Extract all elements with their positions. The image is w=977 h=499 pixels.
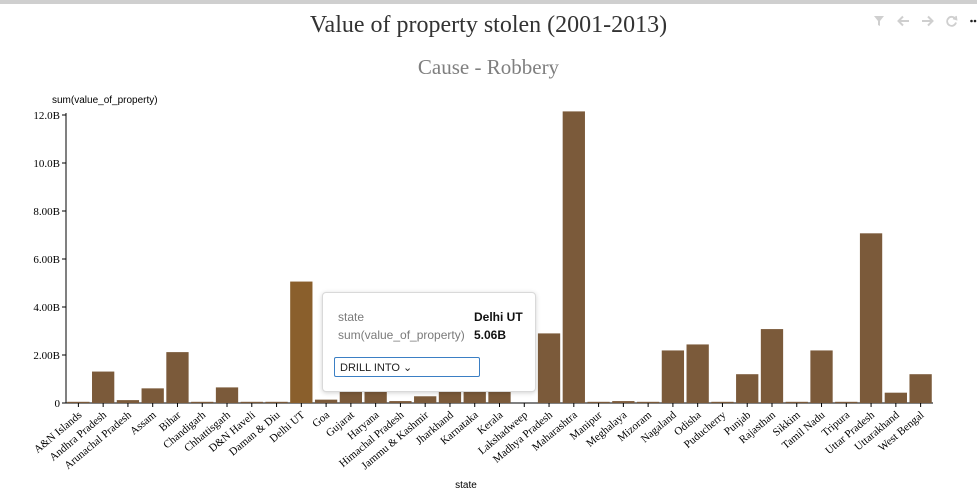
bar <box>810 350 833 403</box>
refresh-icon[interactable] <box>942 12 960 30</box>
y-tick-label: 8.00B <box>33 206 60 218</box>
bar <box>661 350 685 403</box>
bar <box>835 401 858 403</box>
bar <box>438 389 462 403</box>
tooltip-key: sum(value_of_property) <box>338 328 465 342</box>
bar <box>760 329 784 403</box>
filter-icon[interactable] <box>870 12 888 30</box>
bar <box>537 333 561 403</box>
y-tick-label: 2.00B <box>33 350 60 362</box>
bar <box>463 389 486 403</box>
bar <box>364 389 387 403</box>
chart-toolbar <box>870 12 977 32</box>
top-border <box>0 0 977 4</box>
bar <box>67 401 90 403</box>
chart-title: Value of property stolen (2001-2013) <box>309 12 668 38</box>
tooltip-value: 5.06B <box>474 328 507 342</box>
bar <box>711 401 734 403</box>
bar <box>141 388 164 403</box>
bar <box>562 111 585 404</box>
back-arrow-icon[interactable] <box>894 12 912 30</box>
tooltip: state Delhi UT sum(value_of_property) 5.… <box>322 292 536 392</box>
bar <box>636 401 660 403</box>
forward-arrow-icon[interactable] <box>918 12 936 30</box>
bar <box>314 399 338 403</box>
bar <box>736 374 759 403</box>
y-tick-label: 10.0B <box>33 158 60 170</box>
bar <box>612 401 635 403</box>
bar <box>240 401 263 403</box>
y-tick-label: 12.0B <box>33 110 60 122</box>
bar <box>488 389 511 403</box>
bar <box>92 371 115 403</box>
y-tick-label: 0 <box>55 398 61 410</box>
bar <box>686 344 709 403</box>
bar <box>166 352 189 403</box>
bar <box>884 392 907 403</box>
tooltip-key: state <box>338 310 365 324</box>
y-tick-label: 6.00B <box>33 254 60 266</box>
bar <box>587 401 610 403</box>
tooltip-row-state: state Delhi UT <box>338 310 525 326</box>
bar <box>116 400 140 403</box>
bar <box>909 374 932 403</box>
bar <box>389 401 412 403</box>
bar <box>215 387 239 403</box>
x-tick-label: Assam <box>128 409 159 438</box>
bar <box>859 233 883 403</box>
y-tick-label: 4.00B <box>33 302 60 314</box>
more-icon[interactable] <box>966 12 977 30</box>
bars <box>67 111 932 404</box>
bar <box>785 401 808 403</box>
bar <box>414 396 437 403</box>
tooltip-value: Delhi UT <box>474 310 523 324</box>
chart-subtitle: Cause - Robbery <box>417 55 560 79</box>
bar <box>191 401 214 403</box>
bar <box>265 401 288 403</box>
drill-into-button[interactable]: DRILL INTO ⌄ <box>334 357 480 377</box>
tooltip-row-metric: sum(value_of_property) 5.06B <box>338 328 525 344</box>
y-axis-label: sum(value_of_property) <box>52 95 158 106</box>
x-axis-label: state <box>455 480 477 491</box>
bar <box>290 281 313 403</box>
